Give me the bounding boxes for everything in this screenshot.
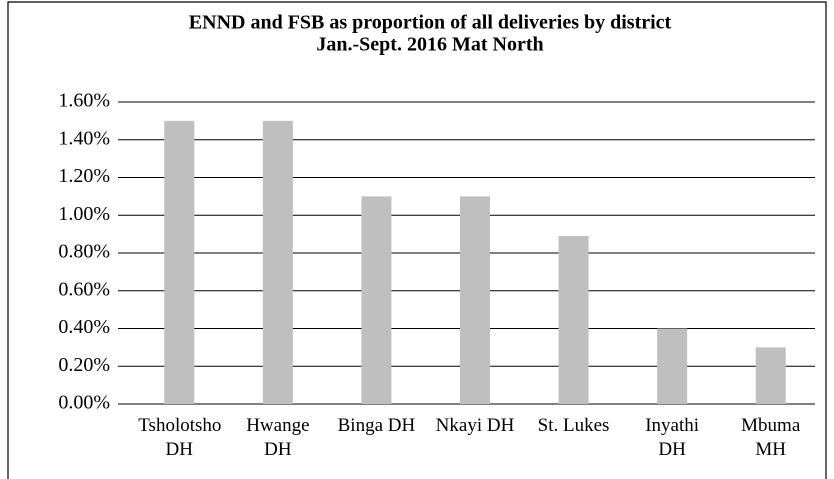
y-tick-label: 0.40% [58, 316, 110, 338]
x-tick-label: St. Lukes [537, 415, 610, 436]
bar [361, 196, 392, 404]
bar [755, 347, 786, 404]
bar [657, 328, 688, 404]
bar [164, 120, 195, 404]
bar [262, 120, 293, 404]
y-tick-label: 0.60% [58, 278, 110, 300]
x-tick-label: Nkayi DH [435, 415, 515, 436]
x-tick-label: Mbuma MH [741, 415, 801, 460]
y-tick-label: 1.20% [58, 165, 110, 187]
y-tick-label: 1.00% [58, 203, 110, 225]
x-tick-label: Binga DH [337, 415, 416, 436]
bar [558, 236, 589, 404]
chart-border [7, 1, 827, 479]
bar [460, 196, 490, 404]
y-tick-label: 1.60% [58, 90, 110, 112]
x-tick-label: Hwange DH [246, 415, 310, 460]
y-tick-label: 0.80% [58, 241, 110, 263]
x-tick-label: Tsholotsho DH [138, 415, 222, 460]
x-tick-label: Inyathi DH [645, 415, 700, 460]
y-tick-label: 0.20% [58, 354, 110, 376]
chart-title: ENND and FSB as proportion of all delive… [189, 12, 672, 34]
y-tick-label: 1.40% [58, 127, 110, 149]
chart-subtitle: Jan.-Sept. 2016 Mat North [316, 34, 543, 56]
y-tick-label: 0.00% [58, 392, 110, 414]
